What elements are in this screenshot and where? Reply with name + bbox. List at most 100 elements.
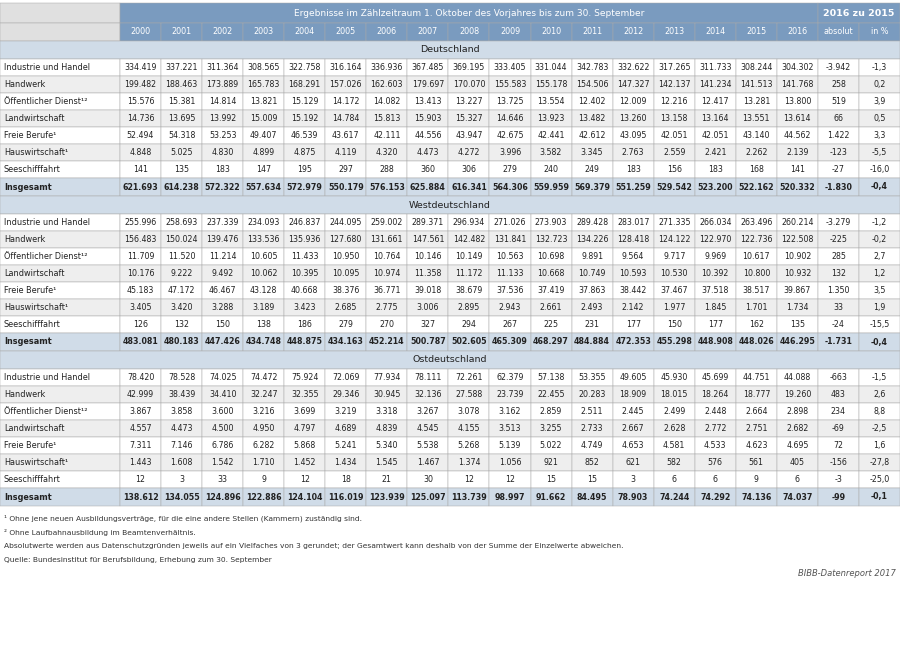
- Bar: [325, 248, 366, 265]
- Text: 32.247: 32.247: [250, 390, 277, 399]
- Bar: [572, 386, 613, 403]
- Text: 141.768: 141.768: [781, 80, 814, 89]
- Bar: [0, 110, 120, 127]
- Bar: [448, 93, 490, 110]
- Text: 2.445: 2.445: [622, 407, 644, 416]
- Text: 127.680: 127.680: [329, 235, 362, 244]
- Text: 360: 360: [420, 165, 436, 174]
- Text: 13.551: 13.551: [742, 114, 770, 123]
- Text: 2.685: 2.685: [335, 303, 357, 312]
- Text: Industrie und Handel: Industrie und Handel: [4, 373, 90, 382]
- Bar: [859, 437, 900, 454]
- Text: 14.646: 14.646: [496, 114, 524, 123]
- Bar: [736, 333, 777, 351]
- Bar: [613, 437, 653, 454]
- Bar: [448, 110, 490, 127]
- Bar: [490, 144, 530, 161]
- Bar: [572, 161, 613, 178]
- Bar: [490, 110, 530, 127]
- Bar: [243, 59, 284, 76]
- Text: 154.506: 154.506: [576, 80, 608, 89]
- Bar: [243, 316, 284, 333]
- Text: 500.787: 500.787: [410, 338, 446, 346]
- Text: Insgesamt: Insgesamt: [4, 183, 52, 191]
- Bar: [325, 282, 366, 299]
- Bar: [613, 454, 653, 471]
- Text: 258: 258: [831, 80, 846, 89]
- Text: 246.837: 246.837: [289, 218, 321, 227]
- Text: 72: 72: [833, 441, 843, 450]
- Bar: [243, 248, 284, 265]
- Bar: [818, 93, 859, 110]
- Text: 2.499: 2.499: [663, 407, 685, 416]
- Bar: [572, 231, 613, 248]
- Bar: [490, 214, 530, 231]
- Text: 3.288: 3.288: [212, 303, 234, 312]
- Bar: [325, 144, 366, 161]
- Text: 576.153: 576.153: [369, 183, 405, 191]
- Text: 1.452: 1.452: [293, 458, 316, 467]
- Text: 297: 297: [338, 165, 353, 174]
- Bar: [572, 420, 613, 437]
- Bar: [161, 231, 202, 248]
- Text: 2002: 2002: [212, 27, 233, 37]
- Bar: [284, 403, 325, 420]
- Text: 921: 921: [544, 458, 559, 467]
- Text: 38.439: 38.439: [168, 390, 195, 399]
- Text: 14.784: 14.784: [332, 114, 359, 123]
- Bar: [120, 93, 161, 110]
- Text: 1.350: 1.350: [827, 286, 850, 295]
- Bar: [777, 471, 818, 488]
- Bar: [243, 178, 284, 196]
- Bar: [325, 316, 366, 333]
- Bar: [613, 161, 653, 178]
- Text: 465.309: 465.309: [492, 338, 528, 346]
- Text: 15.903: 15.903: [414, 114, 442, 123]
- Bar: [202, 23, 243, 41]
- Bar: [530, 248, 572, 265]
- Text: 3: 3: [631, 475, 635, 484]
- Text: 447.426: 447.426: [204, 338, 240, 346]
- Text: 113.739: 113.739: [451, 492, 487, 502]
- Text: 78.111: 78.111: [414, 373, 442, 382]
- Text: 3,5: 3,5: [873, 286, 886, 295]
- Text: 11.433: 11.433: [291, 252, 319, 261]
- Text: 2007: 2007: [418, 27, 438, 37]
- Text: 126: 126: [133, 320, 148, 329]
- Bar: [161, 316, 202, 333]
- Bar: [243, 454, 284, 471]
- Bar: [408, 437, 448, 454]
- Text: 142.137: 142.137: [658, 80, 690, 89]
- Text: 1.056: 1.056: [499, 458, 521, 467]
- Text: 2.751: 2.751: [745, 424, 768, 433]
- Text: 186: 186: [297, 320, 312, 329]
- Text: 1.845: 1.845: [704, 303, 726, 312]
- Text: 336.936: 336.936: [371, 63, 403, 72]
- Bar: [695, 23, 736, 41]
- Bar: [530, 437, 572, 454]
- Text: 42.441: 42.441: [537, 131, 565, 140]
- Bar: [202, 282, 243, 299]
- Bar: [818, 420, 859, 437]
- Text: 625.884: 625.884: [410, 183, 446, 191]
- Text: 434.163: 434.163: [328, 338, 364, 346]
- Text: 572.979: 572.979: [287, 183, 323, 191]
- Text: -25,0: -25,0: [869, 475, 889, 484]
- Text: 3.867: 3.867: [130, 407, 152, 416]
- Text: 37.419: 37.419: [537, 286, 564, 295]
- Text: 43.617: 43.617: [332, 131, 359, 140]
- Bar: [736, 369, 777, 386]
- Bar: [818, 214, 859, 231]
- Bar: [448, 437, 490, 454]
- Bar: [448, 471, 490, 488]
- Text: 529.542: 529.542: [656, 183, 692, 191]
- Bar: [120, 248, 161, 265]
- Text: 168: 168: [749, 165, 764, 174]
- Bar: [695, 214, 736, 231]
- Bar: [859, 76, 900, 93]
- Bar: [695, 59, 736, 76]
- Bar: [653, 437, 695, 454]
- Text: 10.764: 10.764: [374, 252, 400, 261]
- Text: 10.902: 10.902: [784, 252, 811, 261]
- Text: 18.777: 18.777: [742, 390, 770, 399]
